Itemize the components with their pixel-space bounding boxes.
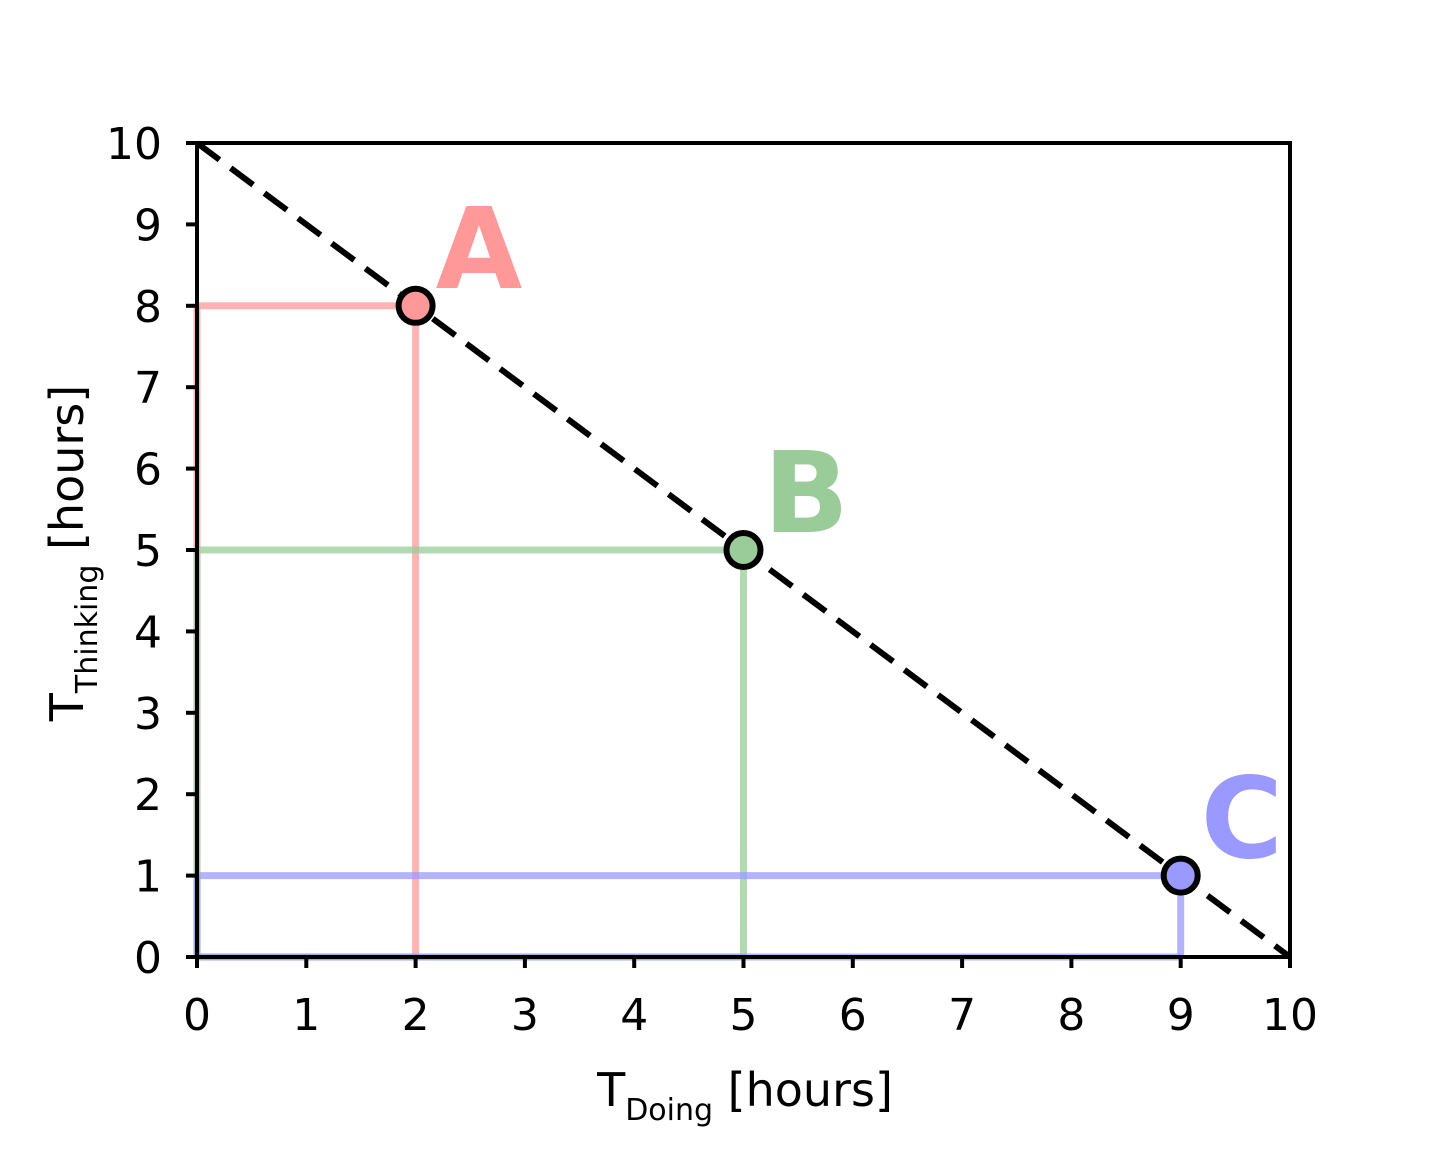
y-tick-label-1: 1 <box>134 852 162 903</box>
y-tick-label-7: 7 <box>134 363 162 414</box>
x-tick-label-1: 1 <box>292 990 320 1041</box>
x-tick-label-3: 3 <box>511 990 539 1041</box>
y-tick-label-4: 4 <box>134 607 162 658</box>
y-tick-label-5: 5 <box>134 526 162 577</box>
x-tick-label-7: 7 <box>948 990 976 1041</box>
point-label-a: A <box>436 185 523 315</box>
x-axis-title-unit: [hours] <box>713 1063 893 1117</box>
y-tick-label-8: 8 <box>134 282 162 333</box>
y-tick-label-2: 2 <box>134 770 162 821</box>
point-label-b: B <box>764 429 849 559</box>
x-axis-title: TDoing [hours] <box>596 1063 893 1128</box>
point-b <box>723 530 764 570</box>
x-tick-label-5: 5 <box>730 990 758 1041</box>
y-tick-label-6: 6 <box>134 445 162 496</box>
x-tick-label-4: 4 <box>620 990 648 1041</box>
point-label-c: C <box>1201 755 1283 885</box>
y-axis-title: TThinking [hours] <box>40 385 105 722</box>
point-c <box>1160 855 1201 896</box>
x-tick-label-0: 0 <box>183 990 211 1041</box>
y-tick-label-0: 0 <box>134 933 162 984</box>
x-tick-label-6: 6 <box>839 990 867 1041</box>
y-tick-label-3: 3 <box>134 689 162 740</box>
y-axis-title-unit: [hours] <box>40 385 94 565</box>
y-axis-title-sub: Thinking <box>70 565 105 694</box>
x-tick-label-10: 10 <box>1262 990 1318 1041</box>
point-a <box>395 285 436 326</box>
guide-lines <box>193 302 1185 961</box>
y-tick-label-10: 10 <box>106 119 162 170</box>
x-tick-label-2: 2 <box>402 990 430 1041</box>
y-tick-label-9: 9 <box>134 200 162 251</box>
x-axis-title-sub: Doing <box>625 1093 713 1128</box>
x-tick-label-9: 9 <box>1167 990 1195 1041</box>
y-axis-title-main: T <box>40 692 94 722</box>
x-tick-label-8: 8 <box>1057 990 1085 1041</box>
x-axis-title-main: T <box>596 1063 626 1117</box>
